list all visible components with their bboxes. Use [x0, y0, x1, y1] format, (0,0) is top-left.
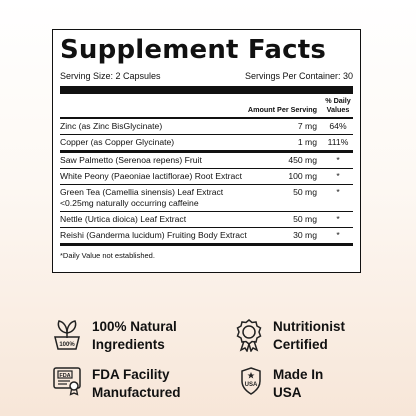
table-row: Green Tea (Camellia sinensis) Leaf Extra… — [60, 185, 353, 212]
serving-info: Serving Size: 2 Capsules Servings Per Co… — [60, 71, 353, 94]
column-header: Amount Per Serving % Daily Values — [60, 94, 353, 119]
amount-column-header: Amount Per Serving — [247, 105, 317, 114]
feature-fda: FDA FDA Facility Manufactured — [52, 366, 181, 402]
supplement-facts-panel: Supplement Facts Serving Size: 2 Capsule… — [52, 29, 361, 273]
feature-label: Made In USA — [273, 367, 324, 400]
certified-medal-icon — [236, 319, 262, 352]
footnote: *Daily Value not established. — [60, 251, 155, 260]
serving-size: Serving Size: 2 Capsules — [60, 71, 161, 81]
table-row: Saw Palmetto (Serenoa repens) Fruit 450 … — [60, 153, 353, 169]
usa-shield-icon: USA — [241, 367, 261, 395]
svg-text:FDA: FDA — [59, 373, 70, 379]
svg-text:100%: 100% — [59, 342, 75, 348]
table-row: White Peony (Paeoniae lactiflorae) Root … — [60, 169, 353, 185]
natural-leaf-icon: 100% — [54, 320, 80, 350]
servings-per-container: Servings Per Container: 30 — [244, 71, 353, 81]
feature-label: Nutritionist Certified — [273, 319, 345, 352]
table-row: Zinc (as Zinc BisGlycinate) 7 mg 64% — [60, 119, 353, 135]
feature-natural: 100% 100% Natural Ingredients — [52, 318, 177, 354]
svg-text:USA: USA — [245, 382, 258, 388]
table-row: Copper (as Copper Glycinate) 1 mg 111% — [60, 135, 353, 153]
table-row: Nettle (Urtica dioica) Leaf Extract 50 m… — [60, 212, 353, 228]
fda-certificate-icon: FDA — [53, 367, 81, 396]
feature-usa: USA Made In USA — [239, 366, 323, 402]
feature-nutritionist: Nutritionist Certified — [235, 318, 345, 354]
panel-title: Supplement Facts — [60, 35, 327, 65]
feature-label: 100% Natural Ingredients — [92, 319, 177, 352]
daily-value-column-header: % Daily Values — [325, 96, 351, 114]
feature-label: FDA Facility Manufactured — [92, 367, 181, 400]
table-row: Reishi (Ganderma lucidum) Fruiting Body … — [60, 228, 353, 246]
